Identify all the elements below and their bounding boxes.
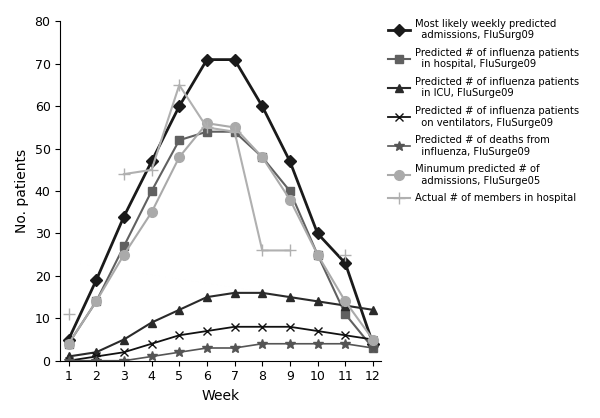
Most likely weekly predicted
  admissions, FluSurg09 (259, 104, 266, 109)
Predicted # of influenza patients
  in ICU, FluSurge09 (286, 295, 293, 300)
Predicted # of influenza patients
  in ICU, FluSurge09 (259, 291, 266, 296)
Predicted # of influenza patients
  in ICU, FluSurge09 (92, 350, 100, 355)
Predicted # of influenza patients
  on ventilators, FluSurge09 (286, 324, 293, 329)
Most likely weekly predicted
  admissions, FluSurg09 (65, 337, 72, 342)
Minumum predicted # of
  admissions, FluSurge05 (148, 210, 155, 215)
Predicted # of deaths from
  influenza, FluSurge09 (259, 341, 266, 346)
Most likely weekly predicted
  admissions, FluSurg09 (286, 159, 293, 164)
Predicted # of influenza patients
  in ICU, FluSurge09 (65, 354, 72, 359)
Most likely weekly predicted
  admissions, FluSurg09 (314, 231, 321, 236)
Predicted # of influenza patients
  in hospital, FluSurge09 (203, 129, 211, 134)
Predicted # of influenza patients
  in ICU, FluSurge09 (341, 303, 349, 308)
Predicted # of influenza patients
  in hospital, FluSurge09 (259, 155, 266, 160)
Predicted # of influenza patients
  in ICU, FluSurge09 (370, 307, 377, 312)
Predicted # of influenza patients
  in ICU, FluSurge09 (314, 299, 321, 304)
Minumum predicted # of
  admissions, FluSurge05 (259, 155, 266, 160)
Predicted # of deaths from
  influenza, FluSurge09 (176, 350, 183, 355)
Predicted # of influenza patients
  on ventilators, FluSurge09 (203, 329, 211, 334)
Predicted # of influenza patients
  in ICU, FluSurge09 (148, 320, 155, 325)
Minumum predicted # of
  admissions, FluSurge05 (286, 197, 293, 202)
Predicted # of influenza patients
  in hospital, FluSurge09 (121, 244, 128, 249)
Predicted # of influenza patients
  in hospital, FluSurge09 (286, 189, 293, 194)
Predicted # of influenza patients
  on ventilators, FluSurge09 (176, 333, 183, 338)
Predicted # of influenza patients
  on ventilators, FluSurge09 (148, 341, 155, 346)
Predicted # of deaths from
  influenza, FluSurge09 (148, 354, 155, 359)
Minumum predicted # of
  admissions, FluSurge05 (121, 252, 128, 257)
Predicted # of influenza patients
  in hospital, FluSurge09 (314, 252, 321, 257)
Predicted # of deaths from
  influenza, FluSurge09 (286, 341, 293, 346)
Predicted # of influenza patients
  in ICU, FluSurge09 (203, 295, 211, 300)
Most likely weekly predicted
  admissions, FluSurg09 (231, 57, 238, 62)
Predicted # of influenza patients
  in hospital, FluSurge09 (176, 138, 183, 143)
Predicted # of deaths from
  influenza, FluSurge09 (92, 358, 100, 363)
Predicted # of influenza patients
  on ventilators, FluSurge09 (65, 358, 72, 363)
Predicted # of influenza patients
  in hospital, FluSurge09 (341, 311, 349, 316)
Minumum predicted # of
  admissions, FluSurge05 (231, 125, 238, 130)
Most likely weekly predicted
  admissions, FluSurg09 (148, 159, 155, 164)
Predicted # of influenza patients
  on ventilators, FluSurge09 (259, 324, 266, 329)
Predicted # of influenza patients
  in hospital, FluSurge09 (148, 189, 155, 194)
Line: Minumum predicted # of
  admissions, FluSurge05: Minumum predicted # of admissions, FluSu… (64, 118, 378, 349)
Predicted # of influenza patients
  on ventilators, FluSurge09 (370, 337, 377, 342)
Line: Predicted # of deaths from
  influenza, FluSurge09: Predicted # of deaths from influenza, Fl… (64, 339, 378, 366)
Predicted # of deaths from
  influenza, FluSurge09 (65, 358, 72, 363)
Line: Predicted # of influenza patients
  in ICU, FluSurge09: Predicted # of influenza patients in ICU… (64, 289, 377, 361)
Most likely weekly predicted
  admissions, FluSurg09 (203, 57, 211, 62)
Predicted # of influenza patients
  in ICU, FluSurge09 (231, 291, 238, 296)
Predicted # of influenza patients
  in ICU, FluSurge09 (176, 307, 183, 312)
Minumum predicted # of
  admissions, FluSurge05 (203, 121, 211, 126)
Predicted # of influenza patients
  on ventilators, FluSurge09 (231, 324, 238, 329)
Minumum predicted # of
  admissions, FluSurge05 (65, 341, 72, 346)
Predicted # of influenza patients
  in hospital, FluSurge09 (370, 346, 377, 351)
Predicted # of deaths from
  influenza, FluSurge09 (203, 346, 211, 351)
Minumum predicted # of
  admissions, FluSurge05 (176, 155, 183, 160)
Predicted # of deaths from
  influenza, FluSurge09 (370, 346, 377, 351)
Most likely weekly predicted
  admissions, FluSurg09 (92, 278, 100, 283)
X-axis label: Week: Week (202, 389, 240, 403)
Minumum predicted # of
  admissions, FluSurge05 (314, 252, 321, 257)
Predicted # of influenza patients
  in hospital, FluSurge09 (92, 299, 100, 304)
Predicted # of influenza patients
  in hospital, FluSurge09 (65, 341, 72, 346)
Predicted # of influenza patients
  on ventilators, FluSurge09 (92, 354, 100, 359)
Predicted # of influenza patients
  on ventilators, FluSurge09 (314, 329, 321, 334)
Minumum predicted # of
  admissions, FluSurge05 (92, 299, 100, 304)
Line: Predicted # of influenza patients
  on ventilators, FluSurge09: Predicted # of influenza patients on ven… (64, 323, 377, 365)
Legend: Most likely weekly predicted
  admissions, FluSurg09, Predicted # of influenza p: Most likely weekly predicted admissions,… (385, 15, 584, 207)
Most likely weekly predicted
  admissions, FluSurg09 (370, 341, 377, 346)
Minumum predicted # of
  admissions, FluSurge05 (370, 337, 377, 342)
Minumum predicted # of
  admissions, FluSurge05 (341, 299, 349, 304)
Predicted # of deaths from
  influenza, FluSurge09 (121, 358, 128, 363)
Predicted # of deaths from
  influenza, FluSurge09 (341, 341, 349, 346)
Predicted # of influenza patients
  on ventilators, FluSurge09 (121, 350, 128, 355)
Predicted # of influenza patients
  on ventilators, FluSurge09 (341, 333, 349, 338)
Line: Most likely weekly predicted
  admissions, FluSurg09: Most likely weekly predicted admissions,… (64, 56, 377, 348)
Most likely weekly predicted
  admissions, FluSurg09 (341, 261, 349, 266)
Y-axis label: No. patients: No. patients (15, 149, 29, 233)
Predicted # of deaths from
  influenza, FluSurge09 (314, 341, 321, 346)
Most likely weekly predicted
  admissions, FluSurg09 (176, 104, 183, 109)
Predicted # of influenza patients
  in ICU, FluSurge09 (121, 337, 128, 342)
Predicted # of deaths from
  influenza, FluSurge09 (231, 346, 238, 351)
Line: Predicted # of influenza patients
  in hospital, FluSurge09: Predicted # of influenza patients in hos… (64, 127, 377, 352)
Most likely weekly predicted
  admissions, FluSurg09 (121, 214, 128, 219)
Predicted # of influenza patients
  in hospital, FluSurge09 (231, 129, 238, 134)
